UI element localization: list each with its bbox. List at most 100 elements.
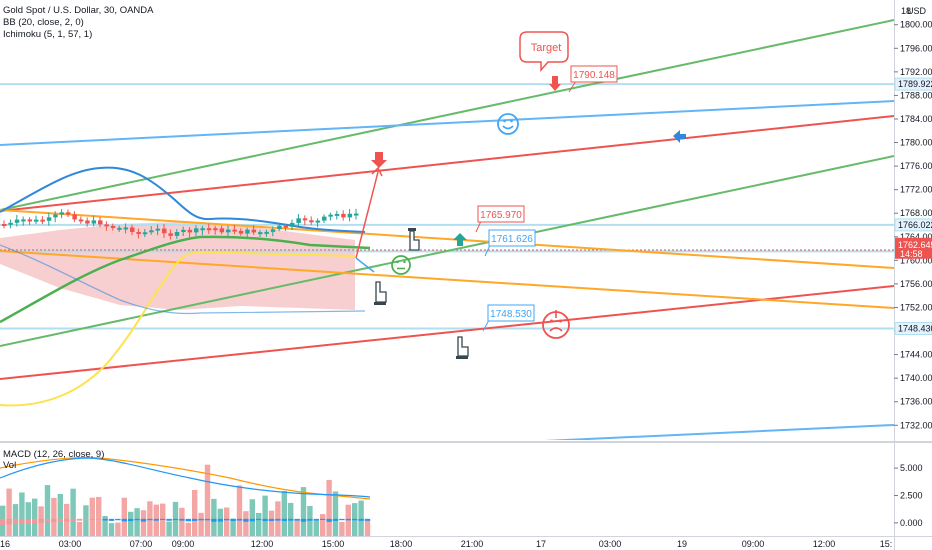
projection-arrowhead-icon [371, 166, 383, 177]
annotation-label[interactable]: 1765.970 [475, 205, 525, 233]
volume-bar [70, 488, 76, 536]
macd-histogram-bar [32, 518, 38, 524]
macd-histogram-bar [6, 518, 12, 525]
candle-body [354, 213, 359, 216]
volume-bar [192, 489, 198, 536]
indicator-axis[interactable]: 0.000 2.500 5.000 [894, 463, 923, 528]
candle-body [136, 231, 141, 234]
volume-bar [281, 490, 287, 536]
candle-body [181, 229, 186, 233]
volume-bar [294, 520, 300, 536]
ichimoku-indicator-label[interactable]: Ichimoku (5, 1, 57, 1) [3, 29, 92, 40]
macd-histogram-bar [44, 518, 51, 523]
symbol-title[interactable]: Gold Spot / U.S. Dollar, 30, OANDA [3, 5, 154, 16]
y-tick-label: 1772.000 [900, 185, 932, 195]
volume-bar [108, 523, 115, 536]
sad-face-icon[interactable] [542, 310, 570, 339]
pointing-hand-icon[interactable] [456, 336, 469, 359]
volume-bar [249, 499, 255, 536]
candle-body [149, 230, 154, 233]
candle-body [59, 212, 65, 215]
price-level-tag [894, 321, 932, 335]
candle-body [238, 230, 244, 234]
y-tick-label: 1792.000 [900, 67, 932, 77]
annotation-label[interactable]: 1748.530 [482, 304, 535, 332]
volume-bar [179, 507, 185, 536]
price-pane[interactable] [0, 0, 894, 440]
volume-bar [44, 485, 51, 536]
macd-histogram-bar [166, 518, 172, 521]
volume-bar [198, 512, 204, 536]
candle-body [206, 228, 212, 231]
price-level-tag-label: 1766.022 [898, 220, 932, 230]
red-channel-lower[interactable] [0, 285, 894, 380]
orange-line-upper[interactable] [0, 209, 894, 269]
candle-body [251, 229, 257, 233]
annotation-label[interactable]: 1761.626 [484, 229, 536, 257]
volume-layer [0, 457, 371, 536]
indicator-pane[interactable] [0, 444, 894, 536]
volume-bar [217, 508, 223, 536]
macd-histogram-bar [0, 518, 6, 525]
macd-histogram-bar [256, 518, 262, 521]
candle-body [117, 227, 122, 230]
pointing-hand-icon[interactable] [374, 281, 387, 305]
blue-lower-line[interactable] [543, 424, 894, 441]
volume-bar [256, 512, 262, 536]
price-level-tag [894, 77, 932, 91]
candle-body [334, 213, 340, 216]
candle-body [194, 228, 199, 233]
candle-body [315, 220, 321, 223]
arrow-left-icon[interactable] [673, 130, 686, 143]
smile-icon[interactable] [497, 113, 519, 135]
candle-body [168, 233, 173, 236]
time-axis[interactable]: 16 03:00 07:00 09:00 12:00 15:00 18:00 21:00 17 0… [0, 539, 892, 549]
x-tick-label: 18:00 [390, 539, 413, 549]
green-channel-lower[interactable] [0, 155, 894, 347]
vol-indicator-label[interactable]: Vol [3, 460, 16, 471]
y-tick-label: 1760.000 [900, 255, 932, 265]
target-callout[interactable]: Target [519, 31, 569, 72]
macd-histogram-bar [128, 518, 134, 522]
neutral-face-icon[interactable] [391, 255, 411, 275]
macd-histogram-bar [134, 518, 140, 521]
x-tick-label: 03:00 [59, 539, 82, 549]
blue-trend-line[interactable] [0, 100, 894, 146]
bullish-projection-line[interactable] [355, 171, 379, 259]
volume-bar [332, 491, 339, 536]
macd-histogram-bar [179, 518, 185, 521]
red-channel-upper[interactable] [0, 115, 894, 212]
candle-body [142, 232, 148, 235]
macd-histogram-bar [12, 518, 19, 525]
bb-indicator-label[interactable]: BB (20, close, 2, 0) [3, 17, 84, 28]
arrow-down-icon[interactable] [371, 152, 387, 168]
bearish-projection-line[interactable] [355, 257, 375, 273]
macd-histogram-bar [352, 518, 358, 521]
y-tick-label: 1736.000 [900, 397, 932, 407]
pointing-hand-icon[interactable] [408, 228, 420, 251]
macd-indicator-label[interactable]: MACD (12, 26, close, 9) [3, 449, 104, 460]
macd-histogram-bar [83, 518, 89, 521]
price-axis[interactable]: 1732.0001736.0001740.0001744.0001748.000… [894, 20, 932, 431]
green-channel-upper[interactable] [0, 19, 894, 211]
volume-bar [140, 510, 147, 536]
arrow-up-icon[interactable] [453, 233, 467, 246]
candle-body [130, 227, 135, 232]
volume-bar [243, 511, 249, 536]
macd-histogram-bar [57, 518, 63, 522]
macd-histogram-bar [115, 518, 121, 521]
candle-body [283, 225, 289, 228]
annotation-label[interactable]: 1790.148 [568, 65, 618, 93]
volume-bar [262, 495, 268, 536]
candle-body [328, 214, 333, 217]
price-level-tags: 1789.9221766.0221761.5191748.4301762.645… [894, 77, 932, 335]
orange-line-lower[interactable] [0, 250, 894, 309]
macd-histogram-bar [102, 518, 108, 521]
macd-histogram-bar [185, 518, 191, 522]
volume-bar [268, 510, 275, 536]
volume-bar [211, 498, 217, 536]
arrow-down-icon[interactable] [549, 76, 561, 91]
volume-bar [320, 514, 326, 536]
svg-text:1748.530: 1748.530 [490, 309, 532, 320]
